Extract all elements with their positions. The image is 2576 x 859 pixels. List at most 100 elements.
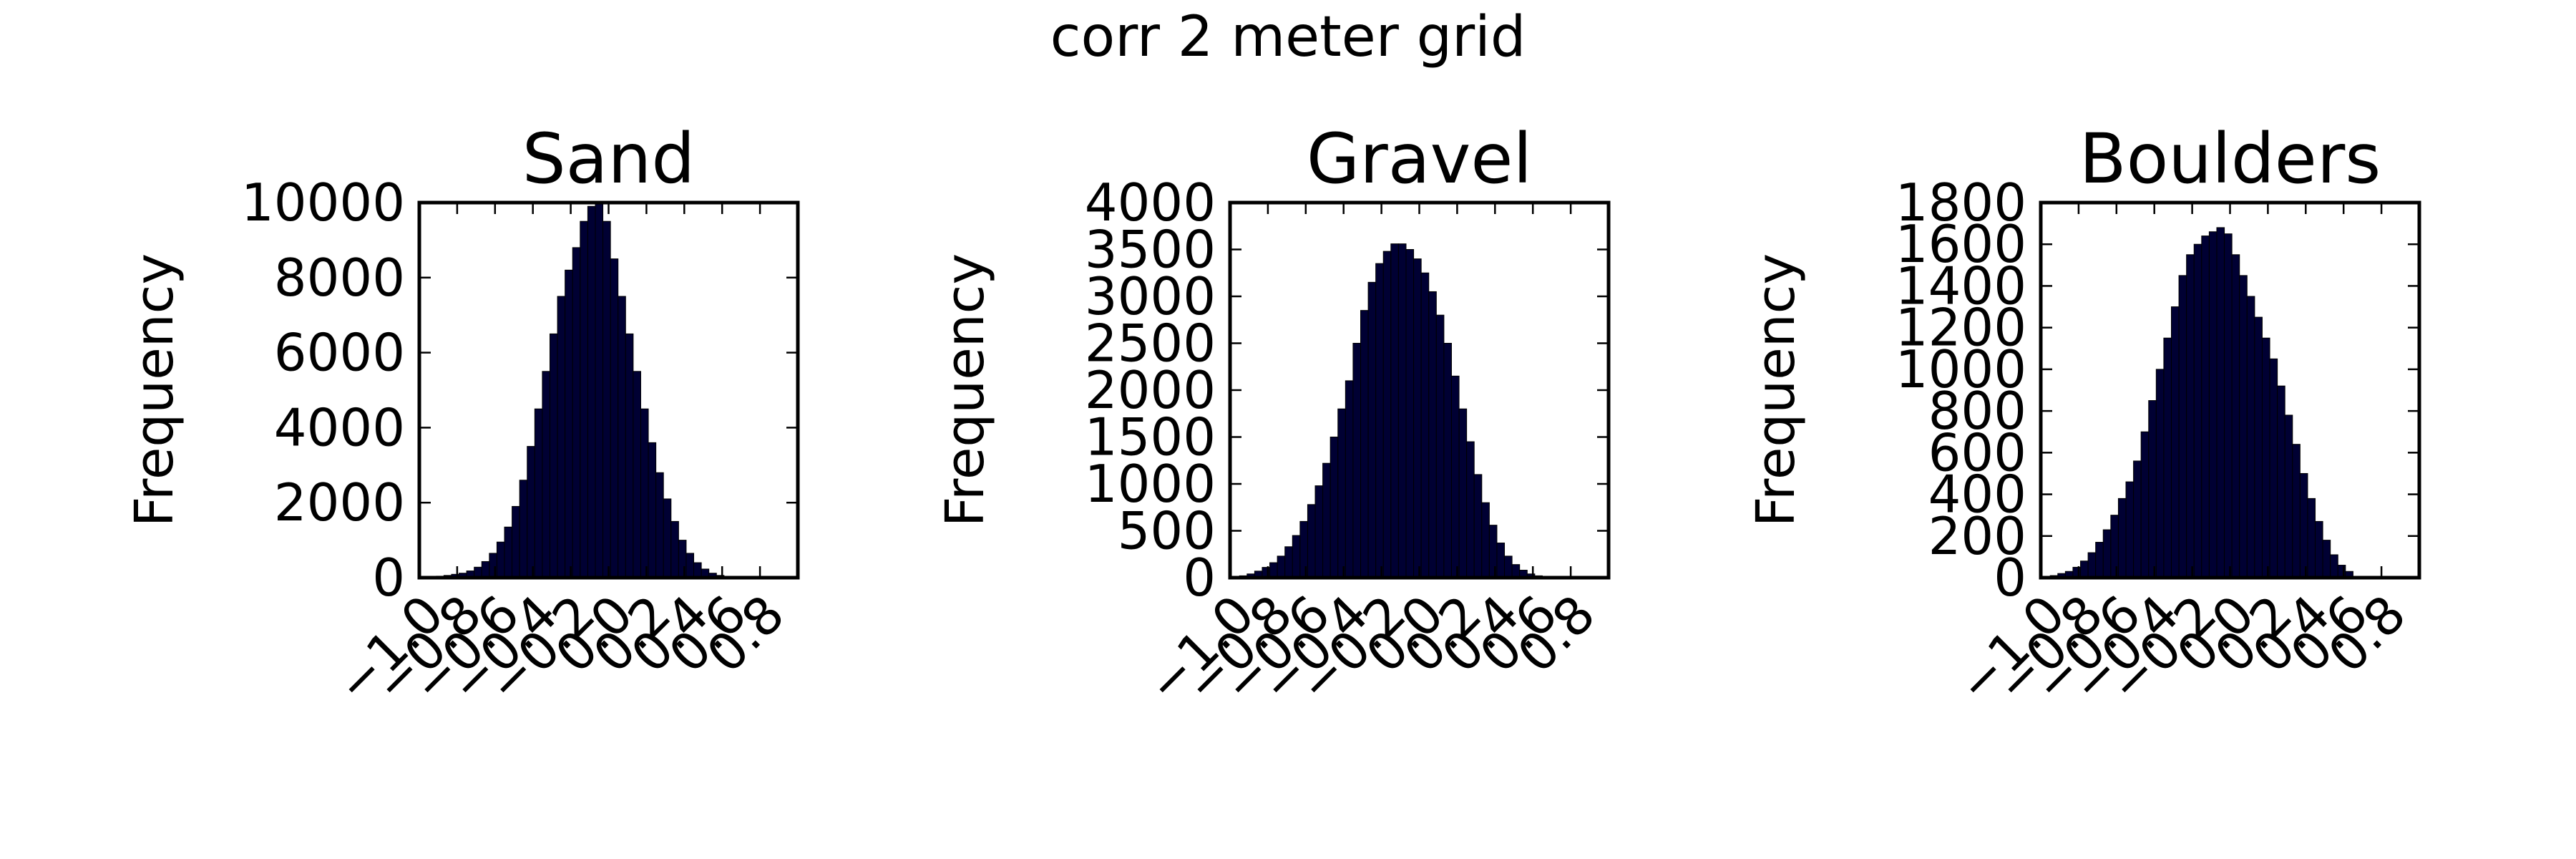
y-tick-label: 10000 bbox=[241, 173, 405, 233]
histogram-bar bbox=[1420, 272, 1430, 578]
y-tick-label: 1500 bbox=[1085, 407, 1216, 467]
histogram-bar bbox=[2284, 414, 2293, 578]
histogram-bar bbox=[2087, 552, 2097, 578]
histogram-bar bbox=[655, 472, 664, 578]
subplot-panels: 0200040006000800010000−1.0−0.8−0.6−0.4−0… bbox=[124, 119, 2421, 715]
histogram-bar bbox=[1360, 310, 1369, 578]
subplot-title: Sand bbox=[522, 119, 696, 199]
histogram-bar bbox=[1413, 258, 1422, 578]
histogram-bar bbox=[1337, 408, 1346, 578]
subplot-sand: 0200040006000800010000−1.0−0.8−0.6−0.4−0… bbox=[124, 119, 800, 715]
histogram-bar bbox=[2231, 254, 2240, 578]
histogram-bar bbox=[2330, 554, 2338, 578]
histogram-bar bbox=[1443, 343, 1452, 578]
histogram-bar bbox=[527, 446, 535, 578]
histogram-bar bbox=[2095, 542, 2104, 578]
histogram-bar bbox=[686, 553, 695, 578]
histogram-bar bbox=[2117, 498, 2127, 578]
histogram-bar bbox=[618, 296, 626, 578]
histogram-bar bbox=[2307, 498, 2316, 578]
y-tick-label: 200 bbox=[1928, 506, 2026, 566]
histogram-bar bbox=[1397, 243, 1407, 578]
y-tick-label: 1600 bbox=[1896, 214, 2026, 274]
histogram-bar bbox=[2155, 369, 2165, 578]
axes-frame bbox=[417, 200, 800, 580]
histogram-bar bbox=[2292, 444, 2301, 578]
histogram-bar bbox=[1496, 543, 1506, 578]
histogram-bar bbox=[633, 371, 641, 578]
histogram-bar bbox=[2261, 337, 2270, 578]
histogram-bar bbox=[1277, 555, 1286, 578]
histogram-bar bbox=[2171, 306, 2180, 578]
axes-frame bbox=[2039, 200, 2421, 580]
histogram-bar bbox=[2193, 243, 2202, 578]
y-tick-label: 1200 bbox=[1896, 298, 2026, 358]
histogram-bar bbox=[1504, 555, 1513, 578]
histogram-bar bbox=[1367, 281, 1377, 578]
axes-frame bbox=[1228, 200, 1611, 580]
histogram-bar bbox=[2125, 481, 2135, 578]
y-tick-label: 500 bbox=[1118, 501, 1216, 561]
histogram-bar bbox=[663, 498, 672, 578]
subplot-title: Boulders bbox=[2079, 119, 2381, 199]
histogram-bar bbox=[2080, 560, 2089, 578]
y-tick-label: 4000 bbox=[274, 397, 405, 457]
histogram-bar bbox=[625, 333, 634, 578]
histogram-bar bbox=[1352, 343, 1362, 578]
histogram-bar bbox=[2239, 275, 2248, 578]
histogram-bar bbox=[2133, 460, 2142, 578]
histogram-bar bbox=[1450, 375, 1460, 578]
histogram-bar bbox=[602, 220, 611, 578]
histogram-bar bbox=[557, 296, 566, 578]
histogram-bar bbox=[1511, 564, 1521, 578]
histogram-bar bbox=[2201, 236, 2210, 578]
subplot-gravel: 05001000150020002500300035004000−1.0−0.8… bbox=[935, 119, 1611, 715]
histogram-bar bbox=[610, 258, 619, 578]
histogram-bar bbox=[1322, 462, 1331, 578]
y-tick-label: 6000 bbox=[274, 323, 405, 383]
histogram-bar bbox=[2299, 472, 2308, 578]
y-axis-label: Frequency bbox=[124, 253, 185, 527]
histogram-bar bbox=[1284, 546, 1293, 578]
histogram-bar bbox=[572, 247, 581, 578]
histogram-bar bbox=[512, 505, 520, 578]
histogram-bar bbox=[481, 560, 490, 578]
y-tick-label: 1400 bbox=[1896, 256, 2026, 316]
histogram-bar bbox=[2216, 227, 2225, 578]
histogram-bar bbox=[1375, 263, 1384, 578]
histogram-bar bbox=[550, 333, 558, 578]
y-tick-label: 8000 bbox=[274, 248, 405, 308]
y-tick-label: 1000 bbox=[1085, 454, 1216, 514]
y-tick-label: 2000 bbox=[1085, 360, 1216, 420]
y-axis-label: Frequency bbox=[935, 253, 996, 527]
histogram-bar bbox=[1458, 408, 1468, 578]
histogram-bar bbox=[1292, 535, 1301, 578]
histogram-bar bbox=[496, 541, 505, 578]
subplot-title: Gravel bbox=[1307, 119, 1532, 199]
histogram-bar bbox=[2269, 358, 2278, 578]
y-tick-label: 600 bbox=[1928, 422, 2026, 482]
histogram-bar bbox=[1481, 502, 1490, 578]
histogram-bar bbox=[565, 269, 573, 578]
histogram-bar bbox=[640, 408, 649, 578]
figure-title: corr 2 meter grid bbox=[1050, 5, 1526, 69]
subplot-boulders: 020040060080010001200140016001800−1.0−0.… bbox=[1745, 119, 2421, 715]
histogram-bar bbox=[519, 480, 528, 578]
histogram-bar bbox=[1314, 485, 1324, 578]
histogram-bar bbox=[2178, 275, 2187, 578]
histogram-bar bbox=[1390, 243, 1399, 578]
histogram-bar bbox=[1330, 437, 1339, 578]
histogram-bar bbox=[1428, 291, 1437, 578]
y-tick-label: 400 bbox=[1928, 465, 2026, 525]
histogram-bar bbox=[2322, 540, 2331, 578]
histogram-bar bbox=[1269, 562, 1278, 578]
histogram-bar bbox=[580, 220, 588, 578]
histogram-bar bbox=[2148, 400, 2157, 578]
y-tick-label: 2000 bbox=[274, 472, 405, 533]
y-tick-label: 0 bbox=[1183, 548, 1216, 608]
histogram-bar bbox=[2208, 231, 2218, 578]
histogram-bar bbox=[2315, 520, 2323, 578]
histogram-bar bbox=[1307, 504, 1316, 578]
histogram-bar bbox=[693, 562, 702, 578]
